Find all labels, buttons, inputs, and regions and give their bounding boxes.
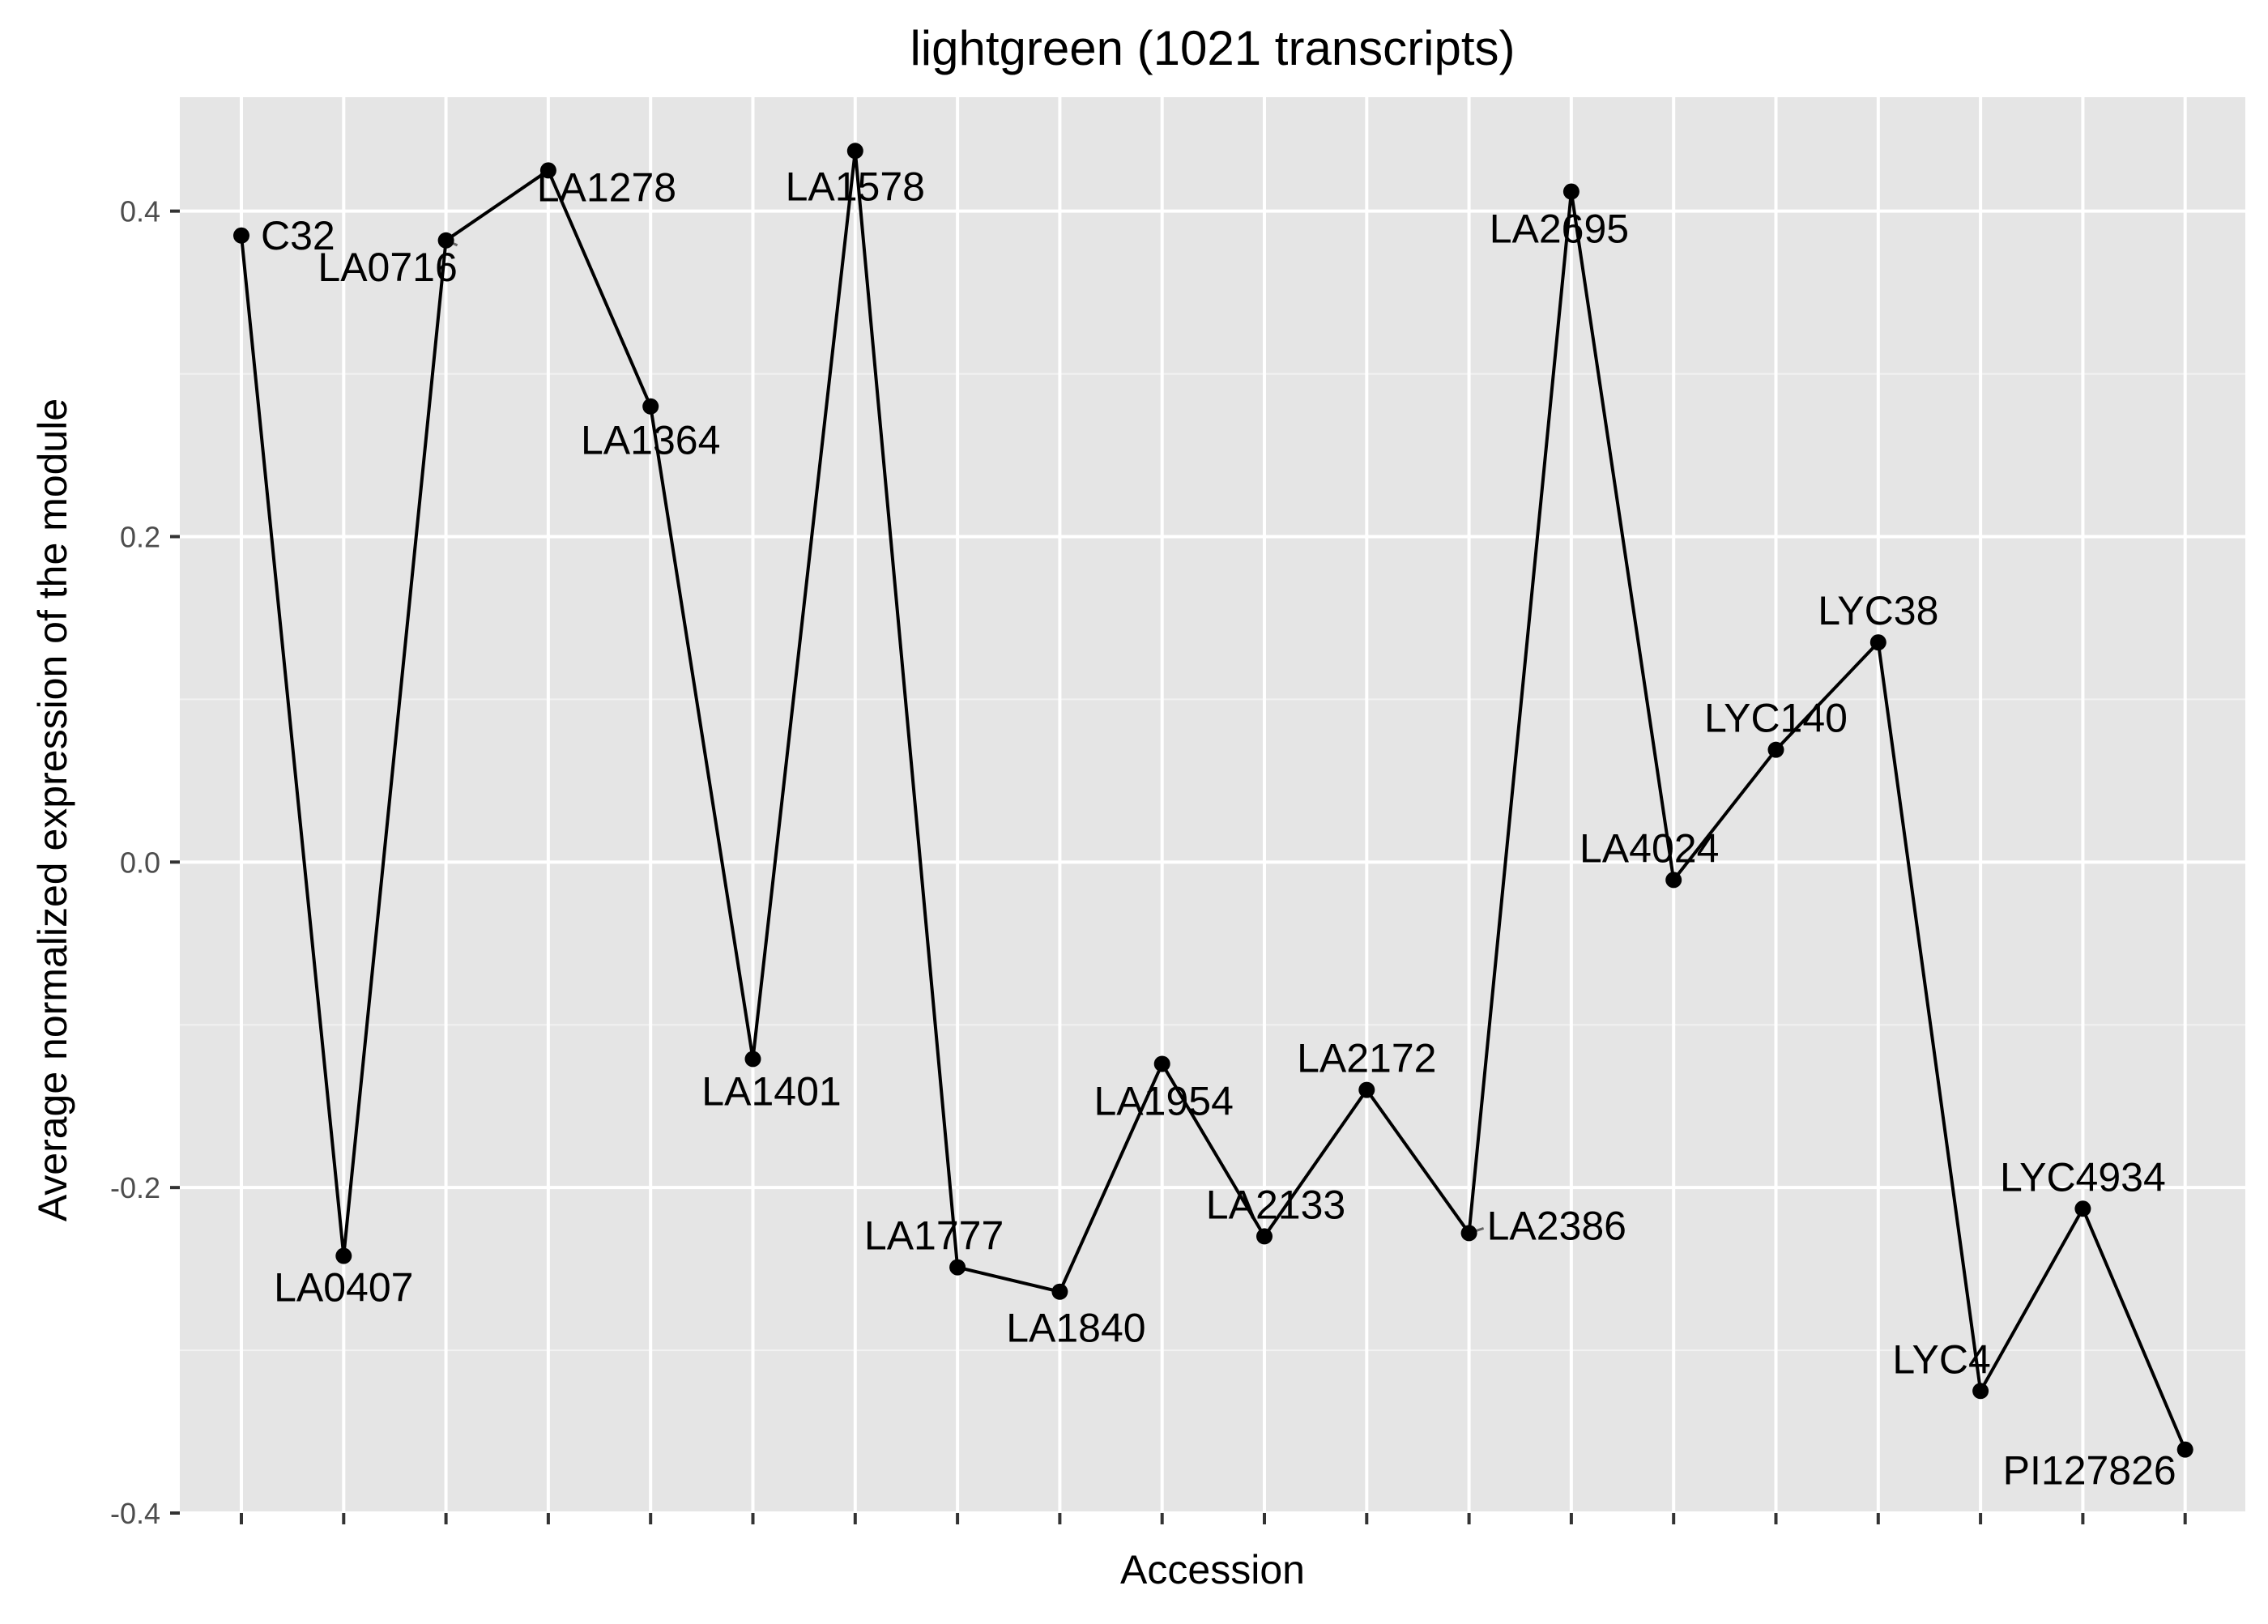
y-tick-label: -0.4 xyxy=(110,1497,160,1530)
point-label: LYC140 xyxy=(1704,696,1848,741)
point-label: LA1777 xyxy=(864,1213,1004,1259)
data-point xyxy=(949,1259,966,1276)
point-label: LA0716 xyxy=(318,245,457,290)
point-label: LA1278 xyxy=(537,164,676,210)
data-point xyxy=(1869,634,1886,651)
data-point xyxy=(437,232,454,249)
grid-minor xyxy=(180,373,2245,1352)
plot-panel xyxy=(180,97,2245,1513)
chart-title: lightgreen (1021 transcripts) xyxy=(910,21,1515,75)
point-labels: C32 LA0407 LA0716 LA1278 LA1364 LA1401 LA1578 L… xyxy=(261,164,2176,1493)
x-axis-title: Accession xyxy=(1120,1547,1305,1592)
data-point xyxy=(335,1247,352,1264)
point-label: LA4024 xyxy=(1580,825,1719,871)
data-point xyxy=(642,398,659,415)
point-label: LA2172 xyxy=(1297,1036,1436,1081)
y-tick-label: -0.2 xyxy=(110,1171,160,1204)
data-point xyxy=(846,143,863,160)
y-tick-label: 0.0 xyxy=(120,846,160,879)
data-point xyxy=(2074,1200,2091,1217)
y-axis-title: Average normalized expression of the mod… xyxy=(30,399,75,1221)
point-label: LA2133 xyxy=(1206,1182,1345,1227)
point-label: LA1578 xyxy=(786,164,925,209)
data-point xyxy=(1767,741,1784,758)
data-point xyxy=(1562,183,1580,200)
point-label: LA2695 xyxy=(1490,207,1629,252)
point-label: C32 xyxy=(261,213,335,258)
point-label: LA1401 xyxy=(701,1068,841,1114)
y-tick-label: 0.4 xyxy=(120,195,160,228)
data-point xyxy=(2176,1441,2193,1458)
data-point xyxy=(233,227,249,244)
data-point xyxy=(1972,1383,1989,1400)
y-tick-label: 0.2 xyxy=(120,520,160,553)
data-point xyxy=(1256,1228,1273,1245)
point-label: LYC38 xyxy=(1818,588,1938,633)
point-label: LA0407 xyxy=(274,1265,413,1311)
data-point xyxy=(744,1051,761,1068)
point-label: LA1840 xyxy=(1006,1306,1145,1351)
point-label: LA1954 xyxy=(1094,1078,1234,1123)
point-label: PI127826 xyxy=(2003,1448,2176,1494)
data-point xyxy=(539,162,556,179)
point-label: LA1364 xyxy=(581,418,720,463)
axis-ticks xyxy=(170,209,2187,1524)
data-point xyxy=(1051,1283,1068,1300)
point-label: LYC4934 xyxy=(2000,1154,2166,1200)
data-point xyxy=(1460,1225,1477,1242)
point-label: LA2386 xyxy=(1487,1203,1626,1248)
data-points xyxy=(233,143,2193,1458)
data-point xyxy=(1153,1055,1170,1072)
data-point xyxy=(1665,872,1682,889)
series-line xyxy=(240,151,2187,1451)
data-point xyxy=(1358,1081,1375,1098)
grid-major xyxy=(180,97,2245,1515)
y-tick-labels: -0.4 -0.2 0.0 0.2 0.4 xyxy=(110,195,160,1530)
point-label: LYC4 xyxy=(1892,1336,1990,1382)
